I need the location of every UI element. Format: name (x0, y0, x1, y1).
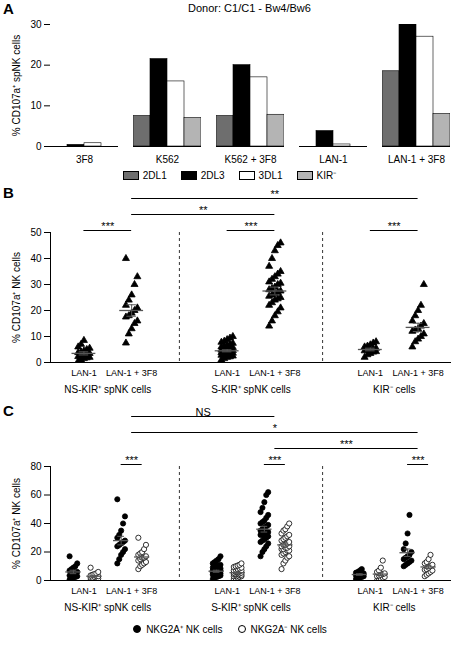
svg-text:LAN-1: LAN-1 (71, 586, 97, 596)
html-text:C: C (3, 402, 14, 419)
svg-text:20: 20 (30, 546, 42, 557)
svg-text:30: 30 (30, 19, 42, 30)
html-text:NKG2A⁺ NK cells: NKG2A⁺ NK cells (146, 624, 223, 635)
svg-text:**: ** (271, 188, 280, 200)
html-text:NKG2A⁻ NK cells: NKG2A⁻ NK cells (250, 624, 327, 635)
svg-text:3F8: 3F8 (76, 154, 94, 165)
svg-text:KIR⁻ cells: KIR⁻ cells (373, 384, 415, 395)
svg-text:% CD107a⁺ NK cells: % CD107a⁺ NK cells (11, 478, 22, 569)
svg-text:30: 30 (30, 279, 42, 290)
svg-text:LAN-1: LAN-1 (358, 586, 384, 596)
svg-text:LAN-1 + 3F8: LAN-1 + 3F8 (392, 586, 443, 596)
html-text:A: A (3, 0, 14, 17)
svg-text:LAN-1 + 3F8: LAN-1 + 3F8 (249, 368, 300, 378)
svg-text:20: 20 (30, 59, 42, 70)
html-text:KIR⁻: KIR⁻ (316, 170, 337, 181)
svg-text:LAN-1: LAN-1 (71, 368, 97, 378)
svg-text:***: *** (340, 438, 354, 450)
svg-text:10: 10 (30, 100, 42, 111)
svg-text:LAN-1: LAN-1 (358, 368, 384, 378)
svg-text:S-KIR⁺ spNK cells: S-KIR⁺ spNK cells (211, 384, 291, 395)
svg-text:**: ** (199, 204, 208, 216)
svg-text:*: * (273, 422, 278, 434)
svg-text:% CD107a⁺ spNK cells: % CD107a⁺ spNK cells (11, 35, 22, 136)
html-text:3DL1: 3DL1 (258, 169, 283, 181)
svg-text:LAN-1: LAN-1 (214, 586, 240, 596)
svg-text:K562: K562 (156, 154, 180, 165)
svg-text:***: *** (245, 220, 259, 232)
svg-text:NS: NS (196, 406, 211, 418)
svg-text:LAN-1 + 3F8: LAN-1 + 3F8 (388, 154, 445, 165)
svg-text:***: *** (268, 454, 282, 466)
svg-text:60: 60 (30, 489, 42, 500)
svg-text:0: 0 (36, 575, 42, 586)
svg-text:20: 20 (30, 305, 42, 316)
svg-text:NS-KIR⁺ spNK cells: NS-KIR⁺ spNK cells (64, 384, 151, 395)
svg-text:***: *** (412, 454, 426, 466)
html-text:2DL3: 2DL3 (200, 169, 225, 181)
svg-text:LAN-1: LAN-1 (319, 154, 348, 165)
svg-text:K562 + 3F8: K562 + 3F8 (225, 154, 277, 165)
svg-text:LAN-1: LAN-1 (214, 368, 240, 378)
html-text:Donor: C1/C1 - Bw4/Bw6: Donor: C1/C1 - Bw4/Bw6 (188, 2, 311, 14)
svg-text:LAN-1 + 3F8: LAN-1 + 3F8 (106, 586, 157, 596)
svg-text:10: 10 (30, 331, 42, 342)
svg-text:40: 40 (30, 518, 42, 529)
svg-text:LAN-1 + 3F8: LAN-1 + 3F8 (106, 368, 157, 378)
svg-text:LAN-1 + 3F8: LAN-1 + 3F8 (249, 586, 300, 596)
svg-text:***: *** (125, 454, 139, 466)
html-text:B: B (3, 184, 14, 201)
svg-text:0: 0 (36, 357, 42, 368)
svg-text:50: 50 (30, 227, 42, 238)
svg-text:***: *** (101, 220, 115, 232)
html-text:2DL1: 2DL1 (142, 169, 167, 181)
svg-text:NS-KIR⁺ spNK cells: NS-KIR⁺ spNK cells (64, 602, 151, 613)
svg-text:0: 0 (36, 141, 42, 152)
svg-text:80: 80 (30, 461, 42, 472)
svg-text:40: 40 (30, 253, 42, 264)
svg-text:% CD107a⁺ NK cells: % CD107a⁺ NK cells (11, 252, 22, 343)
svg-text:KIR⁻ cells: KIR⁻ cells (373, 602, 415, 613)
svg-text:LAN-1 + 3F8: LAN-1 + 3F8 (392, 368, 443, 378)
svg-text:***: *** (388, 220, 402, 232)
svg-text:S-KIR⁺ spNK cells: S-KIR⁺ spNK cells (211, 602, 291, 613)
